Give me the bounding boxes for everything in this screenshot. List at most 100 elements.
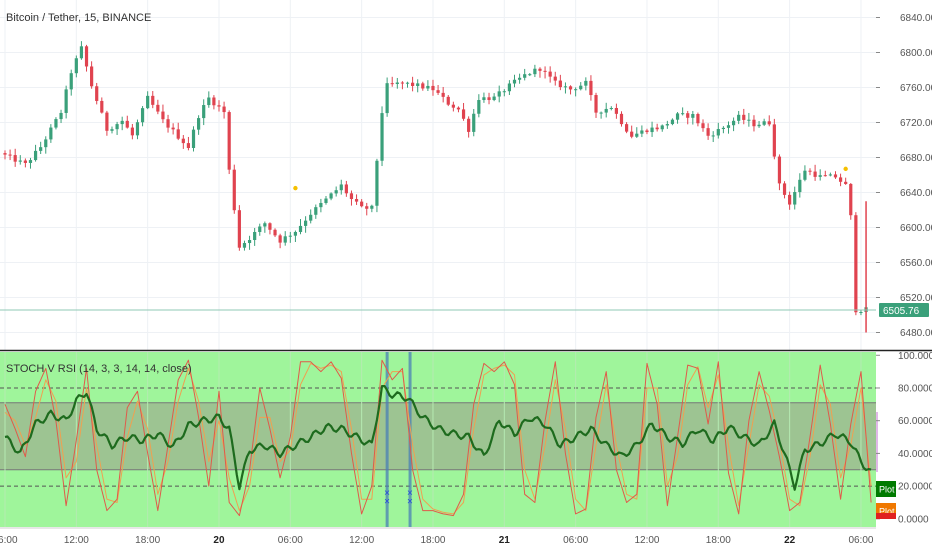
candle-down bbox=[788, 194, 792, 205]
candle-up bbox=[283, 236, 287, 243]
candle-down bbox=[186, 143, 191, 148]
price-pane[interactable]: Bitcoin / Tether, 15, BINANCE bbox=[0, 0, 876, 350]
candle-down bbox=[390, 83, 394, 85]
legend-plot-label: Plot bbox=[879, 485, 895, 495]
candle-up bbox=[477, 100, 481, 114]
candle-up bbox=[803, 170, 807, 180]
candle-up bbox=[507, 83, 512, 92]
candle-up bbox=[721, 127, 725, 130]
candle-up bbox=[253, 231, 257, 241]
candle-down bbox=[696, 114, 700, 124]
candle-up bbox=[115, 124, 119, 130]
candle-up bbox=[59, 112, 63, 120]
candle-down bbox=[589, 80, 593, 96]
indicator-axis-tick-label: 40.0000 bbox=[898, 449, 932, 460]
candle-down bbox=[13, 155, 17, 162]
time-axis-tick-label: 20 bbox=[213, 535, 225, 546]
candle-down bbox=[232, 169, 236, 211]
candle-up bbox=[635, 133, 639, 137]
candle-down bbox=[619, 113, 624, 125]
time-axis-tick-label: 12:00 bbox=[64, 535, 89, 546]
candle-down bbox=[166, 119, 170, 128]
candle-up bbox=[405, 82, 410, 84]
candle-down bbox=[130, 127, 134, 136]
candle-down bbox=[84, 46, 89, 67]
candle-up bbox=[395, 82, 399, 84]
stoch-k-series-line bbox=[4, 359, 872, 517]
indicator-axis-background bbox=[876, 352, 932, 527]
indicator-axis[interactable]: 100.0000 80.0000 60.0000 40.0000 20.0000 0.00… bbox=[876, 351, 932, 527]
price-axis-tick-label: 6840.00 bbox=[900, 13, 932, 24]
candle-up bbox=[191, 129, 196, 148]
price-axis-tick-label: 6560.00 bbox=[900, 258, 932, 269]
candle-up bbox=[650, 127, 654, 133]
candle-up bbox=[39, 147, 43, 151]
indicator-grid bbox=[0, 352, 876, 527]
candle-up bbox=[69, 73, 73, 90]
candle-down bbox=[543, 70, 547, 72]
candle-down bbox=[176, 129, 180, 139]
candle-down bbox=[161, 111, 165, 120]
indicator-legend: Plot Plot bbox=[876, 481, 896, 519]
candle-up bbox=[502, 91, 506, 93]
candle-down bbox=[833, 174, 838, 178]
candle-down bbox=[701, 123, 705, 129]
time-axis-tick-label: 12:00 bbox=[349, 535, 374, 546]
candle-up bbox=[798, 179, 802, 193]
candle-up bbox=[599, 112, 603, 114]
candle-down bbox=[446, 96, 450, 105]
candle-down bbox=[838, 177, 843, 182]
candle-up bbox=[492, 96, 496, 101]
candle-up bbox=[482, 97, 486, 101]
candle-up bbox=[640, 130, 644, 134]
candle-up bbox=[54, 119, 58, 128]
candle-up bbox=[523, 74, 527, 78]
candle-down bbox=[90, 66, 94, 87]
candle-up bbox=[258, 226, 262, 232]
candle-down bbox=[594, 95, 598, 113]
candle-up bbox=[74, 58, 78, 74]
candle-up bbox=[140, 108, 145, 123]
price-axis-ticks: 6840.00 6800.00 6760.00 6720.00 6680.00 6640.… bbox=[876, 13, 932, 339]
indicator-pane[interactable]: ×××× STOCH V RSI (14, 3, 3, 14, 14, clos… bbox=[0, 352, 876, 527]
candle-up bbox=[44, 139, 48, 148]
candle-up bbox=[574, 89, 578, 91]
time-axis-tick-label: 22 bbox=[784, 535, 796, 546]
legend-plot-tag bbox=[876, 481, 896, 497]
indicator-axis-tick-label: 0.0000 bbox=[898, 514, 929, 525]
candle-down bbox=[451, 104, 455, 108]
candle-up bbox=[517, 77, 522, 80]
indicator-series bbox=[4, 359, 872, 517]
price-axis-tick-label: 6680.00 bbox=[900, 153, 932, 164]
time-axis-tick-label: 18:00 bbox=[420, 535, 445, 546]
price-axis[interactable]: 6840.00 6800.00 6760.00 6720.00 6680.00 6640.… bbox=[876, 0, 932, 350]
candle-up bbox=[28, 160, 33, 163]
candle-down bbox=[548, 71, 552, 77]
indicator-axis-tick-label: 100.0000 bbox=[898, 351, 932, 362]
candle-down bbox=[349, 193, 354, 200]
candle-down bbox=[808, 170, 812, 172]
time-axis-tick-label: 06:00 bbox=[278, 535, 303, 546]
candle-up bbox=[579, 85, 583, 90]
cross-marker: × bbox=[407, 488, 413, 499]
price-axis-tick-label: 6640.00 bbox=[900, 188, 932, 199]
candle-down bbox=[767, 121, 771, 125]
candle-down bbox=[752, 119, 756, 127]
candle-down bbox=[151, 95, 155, 105]
time-axis[interactable]: 06:00 12:00 18:00 20 06:00 12:00 18:00 21 06:00 1… bbox=[0, 527, 932, 550]
candle-down bbox=[3, 153, 7, 155]
last-price-tag: 6505.76 bbox=[879, 302, 929, 317]
candle-up bbox=[339, 184, 343, 191]
rsi-series-line bbox=[4, 385, 872, 491]
cursor-line bbox=[385, 352, 389, 527]
candle-up bbox=[288, 235, 292, 237]
candle-down bbox=[624, 124, 629, 132]
candle-up bbox=[49, 127, 53, 140]
candle-up bbox=[563, 86, 568, 88]
candle-down bbox=[706, 128, 710, 136]
candle-up bbox=[329, 193, 333, 199]
candle-down bbox=[212, 97, 216, 106]
price-axis-tick-label: 6480.00 bbox=[900, 328, 932, 339]
candle-down bbox=[777, 156, 782, 184]
